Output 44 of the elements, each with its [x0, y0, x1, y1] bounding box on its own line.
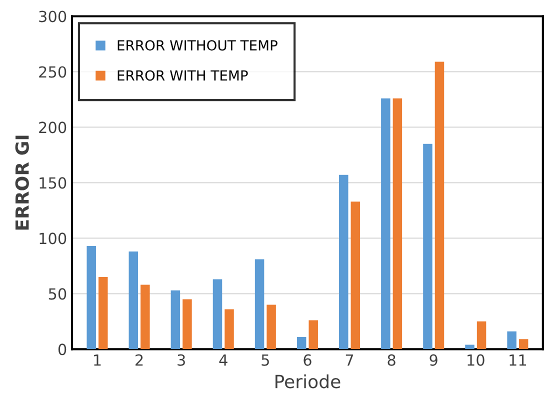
bar: [212, 279, 222, 350]
bar: [224, 309, 234, 350]
bar: [476, 321, 486, 350]
y-tick-label: 50: [48, 288, 66, 300]
bar: [339, 174, 348, 350]
x-tick-label: 5: [262, 354, 269, 366]
y-axis-title: ERROR GI: [15, 136, 29, 230]
bar: [266, 304, 276, 350]
y-tick-label: 200: [39, 122, 66, 134]
bar: [518, 339, 528, 350]
y-tick-label: 300: [39, 10, 66, 22]
bar: [296, 336, 306, 350]
legend-label: ERROR WITHOUT TEMP: [118, 40, 278, 51]
bar: [350, 202, 360, 350]
bar: [465, 344, 474, 350]
y-tick-label: 250: [39, 66, 66, 78]
bar: [182, 299, 192, 350]
bar: [308, 320, 318, 350]
bar: [381, 98, 390, 350]
x-tick-label: 1: [94, 354, 101, 366]
bar: [86, 246, 96, 350]
bar: [434, 62, 444, 350]
bar: [170, 290, 180, 350]
bar: [392, 98, 402, 350]
bar: [254, 259, 264, 350]
x-tick-label: 7: [346, 354, 354, 366]
x-tick-label: 6: [304, 354, 312, 366]
bar: [507, 331, 516, 350]
bar: [128, 252, 138, 350]
x-tick-label: 4: [219, 354, 228, 366]
bar: [140, 284, 150, 350]
x-tick-label: 9: [430, 354, 438, 366]
bar: [423, 144, 432, 350]
x-tick-label: 8: [388, 354, 396, 366]
x-tick-label: 2: [136, 354, 143, 366]
legend-label: ERROR WITH TEMP: [118, 70, 248, 81]
x-axis-title: Periode: [276, 374, 340, 388]
bar: [98, 277, 108, 350]
x-tick-label: 10: [468, 354, 484, 366]
y-tick-label: 150: [40, 177, 66, 189]
y-tick-label: 100: [40, 232, 66, 244]
y-tick-label: 0: [58, 344, 66, 356]
x-tick-label: 3: [178, 354, 185, 366]
x-tick-label: 11: [510, 354, 526, 366]
